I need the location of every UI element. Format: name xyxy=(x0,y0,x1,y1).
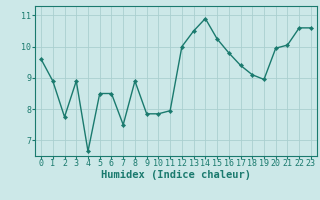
X-axis label: Humidex (Indice chaleur): Humidex (Indice chaleur) xyxy=(101,170,251,180)
